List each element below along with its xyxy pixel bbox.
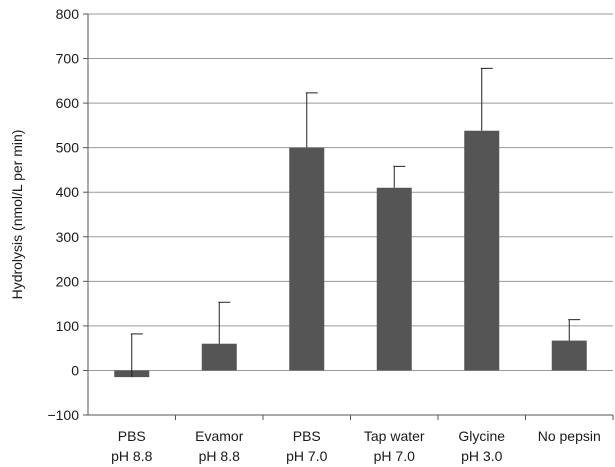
x-category-label-line2: pH 3.0 bbox=[461, 448, 502, 464]
y-tick-label: 400 bbox=[56, 184, 80, 200]
x-category-label: Glycine bbox=[458, 428, 505, 444]
x-category-label-line2: pH 8.8 bbox=[111, 448, 152, 464]
bar bbox=[551, 340, 587, 371]
y-tick-label: 100 bbox=[56, 318, 80, 334]
y-tick-label: 600 bbox=[56, 95, 80, 111]
bar bbox=[376, 187, 412, 371]
gridlines bbox=[88, 13, 613, 416]
y-tick-label: 700 bbox=[56, 51, 80, 67]
y-tick-label: 800 bbox=[56, 6, 80, 22]
y-tick-labels: −100 0 100 200 300 400 500 600 700 800 bbox=[47, 6, 79, 423]
bar bbox=[289, 147, 325, 371]
y-axis-title: Hydrolysis (nmol/L per min) bbox=[9, 130, 25, 300]
x-category-label-line2: pH 7.0 bbox=[286, 448, 327, 464]
y-tick-label: 200 bbox=[56, 273, 80, 289]
bar bbox=[201, 343, 237, 371]
x-tick-labels: PBS pH 8.8 Evamor pH 8.8 PBS pH 7.0 Tap water p… bbox=[111, 428, 601, 464]
x-category-label-line2: pH 8.8 bbox=[199, 448, 240, 464]
bar bbox=[464, 130, 500, 371]
x-category-label-line2: pH 7.0 bbox=[374, 448, 415, 464]
x-category-label: PBS bbox=[118, 428, 146, 444]
x-category-label: Evamor bbox=[195, 428, 244, 444]
x-category-label: Tap water bbox=[364, 428, 425, 444]
y-tick-label: −100 bbox=[47, 407, 79, 423]
y-tick-label: 500 bbox=[56, 140, 80, 156]
axes bbox=[83, 13, 614, 420]
bars bbox=[114, 67, 587, 378]
x-category-label: No pepsin bbox=[538, 428, 601, 444]
x-category-label: PBS bbox=[293, 428, 321, 444]
y-tick-label: 0 bbox=[71, 362, 79, 378]
y-tick-label: 300 bbox=[56, 229, 80, 245]
